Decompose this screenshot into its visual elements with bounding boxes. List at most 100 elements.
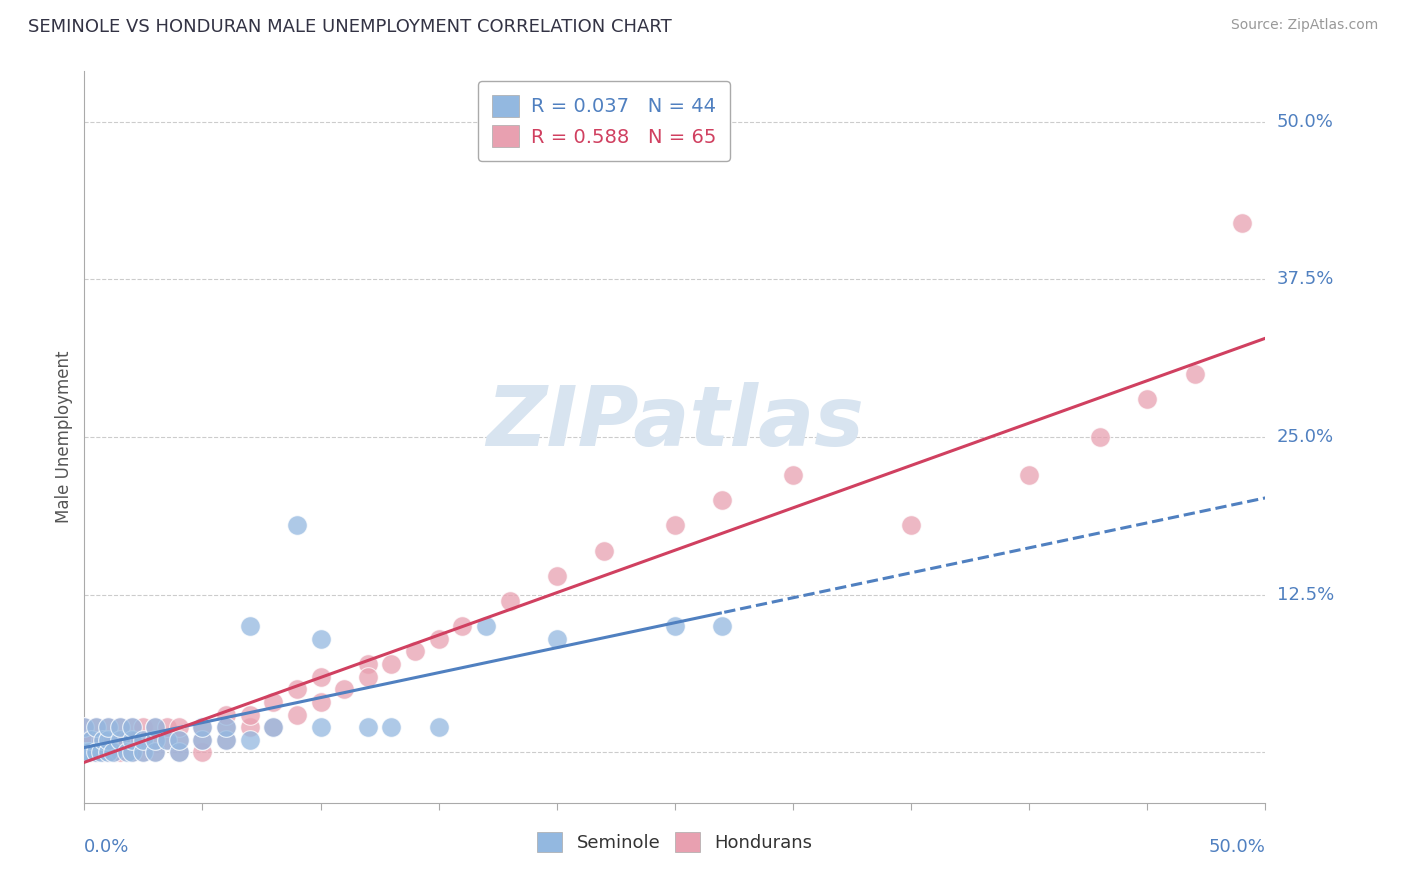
Point — [1088, 430, 1111, 444]
Point — [84, 720, 107, 734]
Point — [357, 657, 380, 671]
Point — [167, 732, 190, 747]
Point — [215, 707, 238, 722]
Point — [239, 707, 262, 722]
Point — [191, 732, 214, 747]
Point — [104, 745, 127, 759]
Point — [262, 720, 284, 734]
Point — [77, 732, 100, 747]
Point — [191, 720, 214, 734]
Point — [121, 745, 143, 759]
Point — [782, 467, 804, 482]
Point — [143, 745, 166, 759]
Point — [84, 745, 107, 759]
Point — [1018, 467, 1040, 482]
Point — [97, 745, 120, 759]
Point — [121, 732, 143, 747]
Point — [156, 732, 179, 747]
Point — [664, 619, 686, 633]
Point — [593, 543, 616, 558]
Point — [357, 720, 380, 734]
Point — [115, 732, 138, 747]
Point — [97, 720, 120, 734]
Text: SEMINOLE VS HONDURAN MALE UNEMPLOYMENT CORRELATION CHART: SEMINOLE VS HONDURAN MALE UNEMPLOYMENT C… — [28, 18, 672, 36]
Y-axis label: Male Unemployment: Male Unemployment — [55, 351, 73, 524]
Point — [475, 619, 498, 633]
Point — [156, 732, 179, 747]
Point — [285, 518, 308, 533]
Text: 50.0%: 50.0% — [1209, 838, 1265, 855]
Point — [91, 745, 114, 759]
Point — [427, 632, 450, 646]
Point — [215, 732, 238, 747]
Point — [90, 732, 112, 747]
Point — [711, 493, 734, 508]
Point — [108, 745, 131, 759]
Point — [77, 745, 100, 759]
Point — [711, 619, 734, 633]
Text: ZIPatlas: ZIPatlas — [486, 382, 863, 463]
Point — [546, 569, 568, 583]
Text: Source: ZipAtlas.com: Source: ZipAtlas.com — [1230, 18, 1378, 32]
Point — [333, 682, 356, 697]
Point — [125, 732, 148, 747]
Point — [132, 745, 155, 759]
Point — [239, 619, 262, 633]
Text: 12.5%: 12.5% — [1277, 586, 1334, 604]
Point — [191, 745, 214, 759]
Point — [76, 745, 98, 759]
Point — [239, 720, 262, 734]
Point — [73, 720, 96, 734]
Point — [108, 720, 131, 734]
Point — [309, 695, 332, 709]
Point — [404, 644, 426, 658]
Point — [84, 720, 107, 734]
Point — [132, 745, 155, 759]
Point — [900, 518, 922, 533]
Point — [143, 720, 166, 734]
Point — [80, 745, 103, 759]
Point — [73, 745, 96, 759]
Text: 50.0%: 50.0% — [1277, 112, 1333, 131]
Point — [97, 745, 120, 759]
Point — [1184, 367, 1206, 381]
Point — [285, 707, 308, 722]
Point — [167, 720, 190, 734]
Point — [309, 720, 332, 734]
Point — [215, 720, 238, 734]
Point — [498, 594, 520, 608]
Point — [664, 518, 686, 533]
Text: 0.0%: 0.0% — [84, 838, 129, 855]
Point — [121, 745, 143, 759]
Point — [108, 732, 131, 747]
Point — [309, 632, 332, 646]
Point — [191, 732, 214, 747]
Point — [143, 720, 166, 734]
Text: 37.5%: 37.5% — [1277, 270, 1334, 288]
Point — [143, 732, 166, 747]
Point — [215, 720, 238, 734]
Point — [108, 720, 131, 734]
Point — [1136, 392, 1159, 407]
Point — [101, 745, 124, 759]
Point — [309, 670, 332, 684]
Point — [115, 745, 138, 759]
Point — [262, 695, 284, 709]
Point — [143, 732, 166, 747]
Point — [121, 732, 143, 747]
Text: 25.0%: 25.0% — [1277, 428, 1334, 446]
Point — [380, 720, 402, 734]
Point — [132, 732, 155, 747]
Point — [215, 732, 238, 747]
Point — [143, 745, 166, 759]
Point — [239, 732, 262, 747]
Point — [156, 720, 179, 734]
Point — [97, 732, 120, 747]
Point — [167, 745, 190, 759]
Point — [108, 732, 131, 747]
Point — [427, 720, 450, 734]
Point — [76, 745, 98, 759]
Point — [73, 732, 96, 747]
Point — [132, 720, 155, 734]
Point — [80, 732, 103, 747]
